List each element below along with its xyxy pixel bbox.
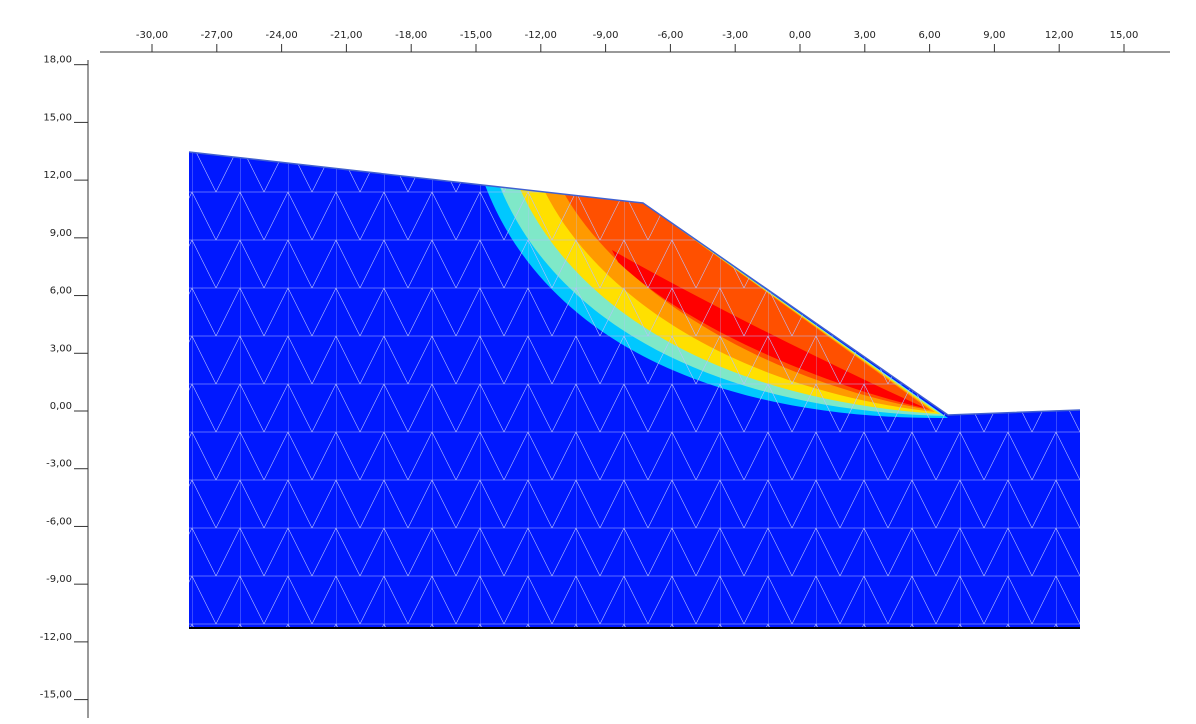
- y-tick-label: -9,00: [46, 574, 72, 585]
- x-tick-label: -6,00: [657, 30, 683, 41]
- x-tick-label: 12,00: [1045, 30, 1074, 41]
- x-tick-label: -21,00: [330, 30, 362, 41]
- x-tick-label: -27,00: [201, 30, 233, 41]
- y-tick-label: 6,00: [50, 286, 72, 297]
- y-tick-label: -15,00: [40, 690, 72, 701]
- mesh: [189, 152, 1080, 628]
- y-tick-label: -12,00: [40, 632, 72, 643]
- y-tick-label: 18,00: [43, 55, 72, 66]
- x-tick-label: 0,00: [789, 30, 811, 41]
- y-tick-label: 12,00: [43, 170, 72, 181]
- y-tick-label: 3,00: [50, 343, 72, 354]
- y-tick-label: 9,00: [50, 228, 72, 239]
- y-tick-label: 15,00: [43, 112, 72, 123]
- y-tick-label: 0,00: [50, 401, 72, 412]
- x-tick-label: 3,00: [854, 30, 876, 41]
- x-tick-label: 15,00: [1110, 30, 1139, 41]
- x-tick-label: 6,00: [918, 30, 940, 41]
- x-tick-label: 9,00: [983, 30, 1005, 41]
- x-tick-label: -12,00: [525, 30, 557, 41]
- surface: [188, 151, 1081, 416]
- y-tick-label: -6,00: [46, 516, 72, 527]
- model: [189, 152, 1080, 628]
- x-tick-label: -15,00: [460, 30, 492, 41]
- x-tick-label: -18,00: [395, 30, 427, 41]
- x-tick-label: -9,00: [593, 30, 619, 41]
- y-tick-label: -3,00: [46, 459, 72, 470]
- x-tick-label: -3,00: [722, 30, 748, 41]
- x-tick-label: -24,00: [265, 30, 297, 41]
- x-tick-label: -30,00: [136, 30, 168, 41]
